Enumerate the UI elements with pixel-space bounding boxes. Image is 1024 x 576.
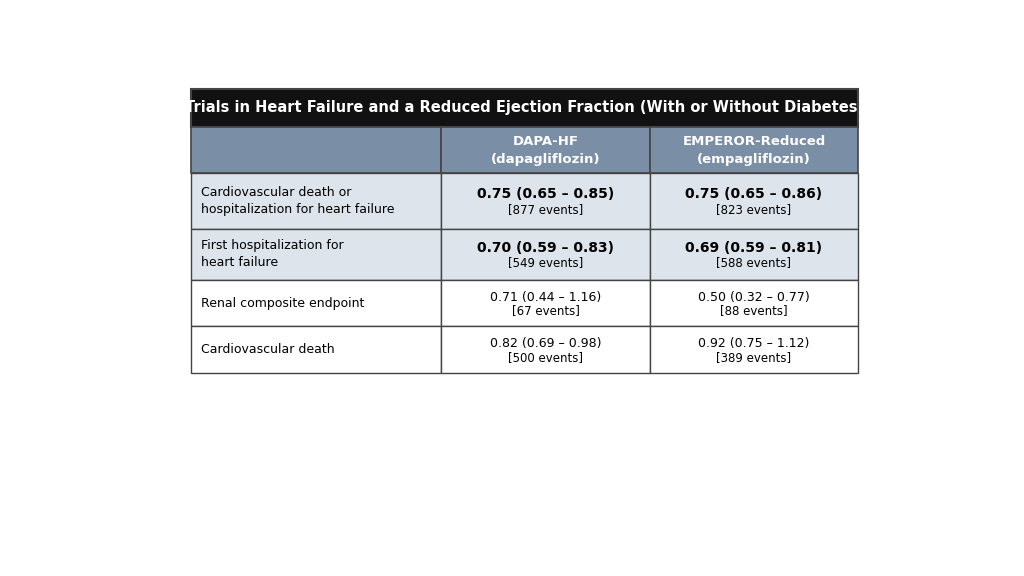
Text: 0.82 (0.69 – 0.98): 0.82 (0.69 – 0.98)	[489, 337, 601, 350]
Bar	[441, 127, 650, 173]
Text: First hospitalization for
heart failure: First hospitalization for heart failure	[201, 239, 344, 270]
Text: [88 events]: [88 events]	[720, 304, 787, 317]
Text: [823 events]: [823 events]	[717, 203, 792, 217]
Text: [67 events]: [67 events]	[512, 304, 580, 317]
Text: [588 events]: [588 events]	[717, 256, 792, 269]
Bar	[191, 280, 441, 327]
Bar	[441, 173, 650, 229]
Text: 0.75 (0.65 – 0.86): 0.75 (0.65 – 0.86)	[685, 187, 822, 201]
Text: 0.71 (0.44 – 1.16): 0.71 (0.44 – 1.16)	[490, 290, 601, 304]
Text: 0.69 (0.59 – 0.81): 0.69 (0.59 – 0.81)	[685, 241, 822, 255]
Text: 0.50 (0.32 – 0.77): 0.50 (0.32 – 0.77)	[698, 290, 810, 304]
Bar	[191, 327, 441, 373]
Bar	[441, 280, 650, 327]
Bar	[650, 173, 858, 229]
Bar	[650, 327, 858, 373]
Text: [549 events]: [549 events]	[508, 256, 584, 269]
Bar	[191, 229, 441, 280]
Bar	[650, 229, 858, 280]
Text: [500 events]: [500 events]	[508, 351, 583, 363]
Bar	[191, 127, 441, 173]
Text: DAPA-HF
(dapagliflozin): DAPA-HF (dapagliflozin)	[490, 135, 600, 165]
Bar	[650, 280, 858, 327]
Bar	[191, 173, 441, 229]
Text: 0.75 (0.65 – 0.85): 0.75 (0.65 – 0.85)	[477, 187, 614, 201]
Text: Renal composite endpoint: Renal composite endpoint	[201, 297, 365, 309]
Bar	[441, 327, 650, 373]
Text: Cardiovascular death: Cardiovascular death	[201, 343, 335, 356]
Text: 0.92 (0.75 – 1.12): 0.92 (0.75 – 1.12)	[698, 337, 810, 350]
Text: EMPEROR-Reduced
(empagliflozin): EMPEROR-Reduced (empagliflozin)	[682, 135, 825, 165]
Text: Cardiovascular death or
hospitalization for heart failure: Cardiovascular death or hospitalization …	[201, 186, 394, 216]
Text: [877 events]: [877 events]	[508, 203, 584, 217]
Text: 0.70 (0.59 – 0.83): 0.70 (0.59 – 0.83)	[477, 241, 614, 255]
Bar	[441, 229, 650, 280]
Text: [389 events]: [389 events]	[717, 351, 792, 363]
Text: Trials in Heart Failure and a Reduced Ejection Fraction (With or Without Diabete: Trials in Heart Failure and a Reduced Ej…	[185, 100, 864, 115]
Bar	[650, 127, 858, 173]
Bar	[191, 89, 858, 127]
